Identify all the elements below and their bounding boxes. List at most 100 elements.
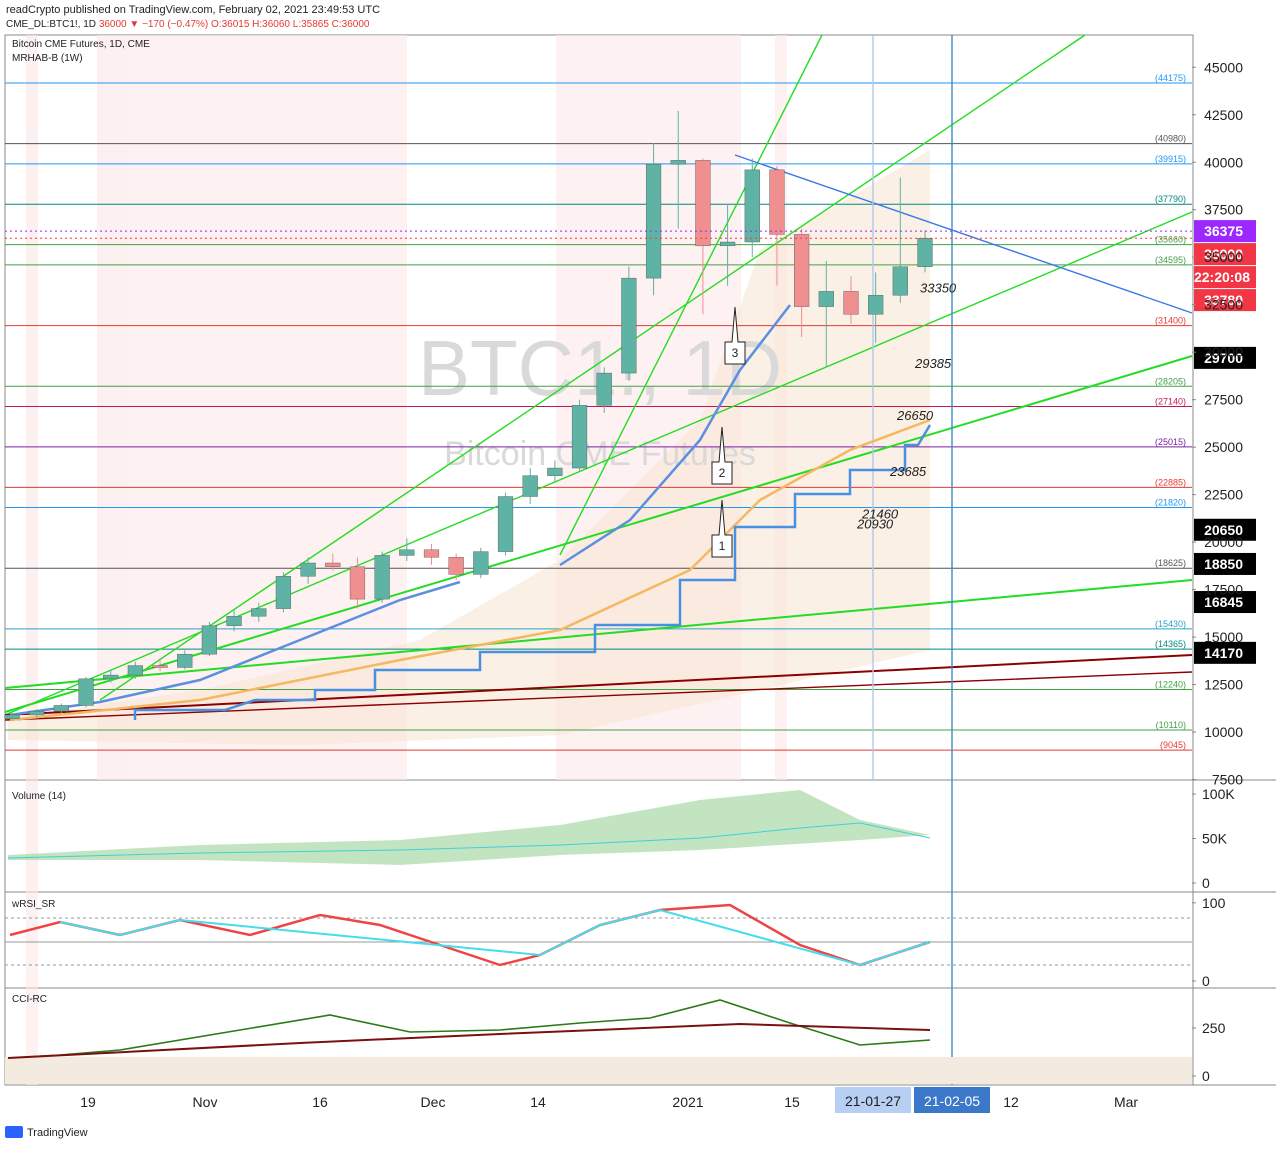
callout-shape xyxy=(724,306,746,365)
price-badge: 29700 xyxy=(1204,350,1243,366)
level-label: (27140) xyxy=(1155,397,1186,407)
y-tick-label: 7500 xyxy=(1212,772,1243,788)
candle-body xyxy=(103,674,119,680)
candle-body xyxy=(177,653,193,668)
level-label: (31400) xyxy=(1155,316,1186,326)
panels: Volume (14) 100K 50K 0 wRSI_SR 100 0 CCI-RC 250 0 xyxy=(11,786,1235,1084)
annotation: 20930 xyxy=(856,516,894,531)
publish-line: readCrypto published on TradingView.com,… xyxy=(6,4,380,16)
level-label: (37790) xyxy=(1155,194,1186,204)
candle-body xyxy=(374,555,390,600)
rsi-series xyxy=(5,903,1192,967)
price-badge: 33780 xyxy=(1204,292,1243,308)
candle-body xyxy=(78,678,94,706)
price-badge-bg xyxy=(1194,289,1256,312)
candle-body xyxy=(917,238,933,267)
price-badge: 16845 xyxy=(1204,594,1243,610)
callout-label: 2 xyxy=(719,466,726,480)
y-tick-label: 20000 xyxy=(1204,534,1243,550)
price-badge: 36000 xyxy=(1204,246,1243,262)
callout-shape xyxy=(711,426,733,485)
price-badge: 36375 xyxy=(1204,223,1243,239)
volume-series xyxy=(7,790,931,865)
y-tick-label: 50K xyxy=(1202,831,1228,847)
y-tick-label: 100 xyxy=(1202,895,1226,911)
candle-body xyxy=(349,566,366,600)
candle-body xyxy=(300,562,316,577)
candle-body xyxy=(843,291,859,315)
y-tick-label: 15000 xyxy=(1204,629,1243,645)
price-badge-bg xyxy=(1194,641,1256,664)
x-tick-label: 12 xyxy=(1003,1094,1019,1110)
panel-title: CCI-RC xyxy=(12,994,47,1005)
price-badge-bg xyxy=(1194,552,1256,575)
candle-body xyxy=(399,549,415,556)
x-tick-label: Nov xyxy=(193,1094,218,1110)
date-badge-bg xyxy=(914,1087,990,1113)
candle-body xyxy=(794,234,810,307)
level-label: (15430) xyxy=(1155,619,1186,629)
candle-body xyxy=(695,160,711,247)
x-tick-label: Dec xyxy=(421,1094,446,1110)
y-tick-label: 12500 xyxy=(1204,677,1243,693)
price-badge-bg xyxy=(1194,346,1256,369)
tv-logo xyxy=(5,1126,23,1138)
price-badge-bg xyxy=(1194,266,1256,289)
chart-title: Bitcoin CME Futures, 1D, CME xyxy=(12,39,150,50)
y-tick-label: 42500 xyxy=(1204,107,1243,123)
level-label: (40980) xyxy=(1155,134,1186,144)
y-tick-label: 25000 xyxy=(1204,439,1243,455)
candle-body xyxy=(719,241,736,247)
level-label: (18625) xyxy=(1155,558,1186,568)
candle-body xyxy=(670,160,686,165)
countdown: 22:20:08 xyxy=(1194,269,1250,285)
y-tick-label: 0 xyxy=(1202,1068,1210,1084)
candle-body xyxy=(226,615,242,626)
price-badge-bg xyxy=(1194,220,1256,243)
callout-label: 1 xyxy=(719,539,726,553)
price-badge: 20650 xyxy=(1204,522,1243,538)
level-label: (22885) xyxy=(1155,477,1186,487)
candle-body xyxy=(522,475,538,497)
y-tick-label: 0 xyxy=(1202,875,1210,891)
chart-subtitle: MRHAB-B (1W) xyxy=(12,53,83,64)
y-tick-label: 17500 xyxy=(1204,582,1243,598)
y-tick-label: 0 xyxy=(1202,973,1210,989)
candle-body xyxy=(497,496,514,552)
candle-body xyxy=(4,714,20,719)
y-tick-label: 37500 xyxy=(1204,202,1243,218)
panel-title: wRSI_SR xyxy=(11,899,55,910)
annotation: 23685 xyxy=(889,464,927,479)
candle-body xyxy=(892,266,908,296)
candle-body xyxy=(744,169,760,243)
candle-body xyxy=(621,277,637,374)
candle-body xyxy=(127,665,143,676)
price-badge: 18850 xyxy=(1204,556,1243,572)
candle-body xyxy=(325,562,341,568)
symbol: CME_DL:BTC1!, 1D xyxy=(6,19,96,30)
panel-title: Volume (14) xyxy=(12,791,66,802)
level-label: (28205) xyxy=(1155,376,1186,386)
date-badge: 21-02-05 xyxy=(924,1093,980,1109)
callout-label: 3 xyxy=(732,346,739,360)
x-tick-label: Mar xyxy=(1114,1094,1138,1110)
price-badge-bg xyxy=(1194,591,1256,614)
price-badge-bg xyxy=(1194,243,1256,266)
ohlc: O:36015 H:36060 L:35865 C:36000 xyxy=(211,19,370,30)
level-label: (34595) xyxy=(1155,255,1186,265)
candles xyxy=(4,110,933,721)
candle-body xyxy=(275,576,292,609)
candle-body xyxy=(473,551,489,575)
level-label: (14365) xyxy=(1155,639,1186,649)
y-tick-label: 22500 xyxy=(1204,487,1243,503)
y-tick-label: 30000 xyxy=(1204,344,1243,360)
annotation: 33350 xyxy=(920,281,957,296)
candle-body xyxy=(868,295,884,315)
footer: TradingView xyxy=(27,1127,88,1139)
time-axis: 4500042500400003750035000325003000027500… xyxy=(80,59,1243,1113)
y-tick-label: 100K xyxy=(1202,786,1235,802)
candle-body xyxy=(29,710,45,716)
candle-body xyxy=(53,705,69,712)
